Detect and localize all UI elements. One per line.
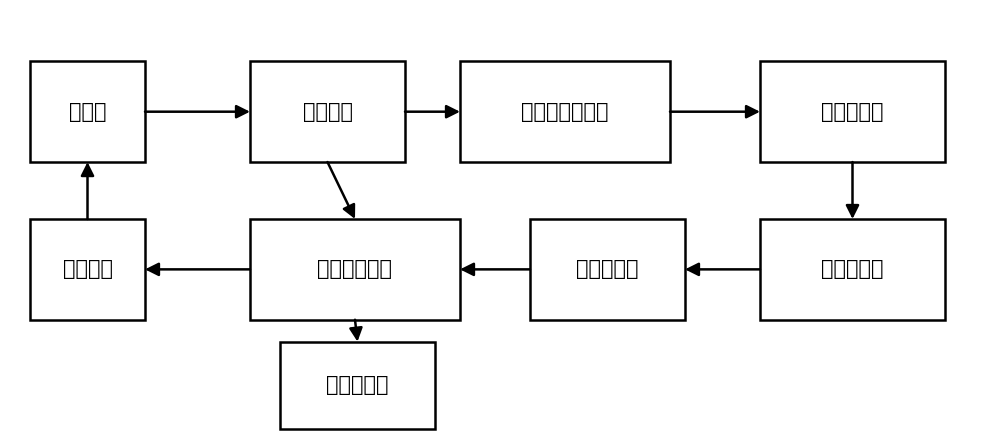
Text: 待测电能表: 待测电能表	[821, 102, 884, 122]
Text: 三相交流标准源: 三相交流标准源	[521, 102, 609, 122]
Bar	[250, 61, 405, 162]
Bar	[760, 61, 945, 162]
Text: 主控单元: 主控单元	[302, 102, 352, 122]
Bar	[760, 219, 945, 320]
Bar	[250, 219, 460, 320]
Text: 上位机: 上位机	[69, 102, 106, 122]
Bar	[460, 61, 670, 162]
Text: 面板显示器: 面板显示器	[326, 375, 389, 396]
Bar	[280, 342, 435, 429]
Text: 主控单片机: 主控单片机	[576, 259, 639, 279]
Bar	[530, 219, 685, 320]
Text: 光谱传感器: 光谱传感器	[821, 259, 884, 279]
Bar	[30, 219, 145, 320]
Bar	[30, 61, 145, 162]
Text: 通讯单元: 通讯单元	[62, 259, 112, 279]
Text: 误差计算装置: 误差计算装置	[318, 259, 392, 279]
